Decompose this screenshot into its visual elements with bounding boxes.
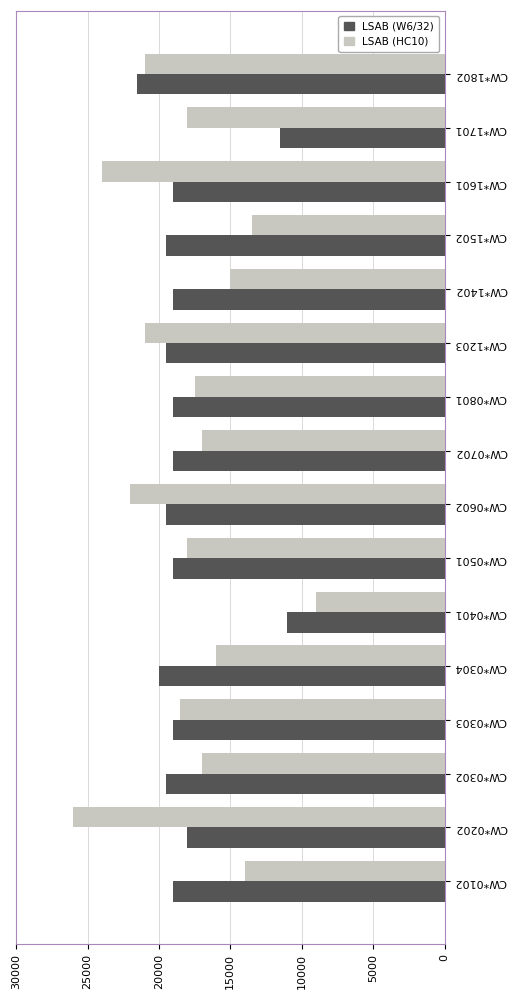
Bar xyxy=(252,215,444,235)
Bar xyxy=(173,182,444,202)
Bar xyxy=(73,807,444,827)
Bar xyxy=(231,269,444,289)
Bar xyxy=(280,128,444,148)
Bar xyxy=(188,538,444,558)
Bar xyxy=(102,161,444,182)
Bar xyxy=(173,558,444,579)
Bar xyxy=(316,592,444,612)
Bar xyxy=(145,323,444,343)
Bar xyxy=(188,827,444,848)
Bar xyxy=(202,753,444,774)
Bar xyxy=(216,645,444,666)
Bar xyxy=(173,289,444,310)
Bar xyxy=(166,235,444,256)
Bar xyxy=(188,107,444,128)
Bar xyxy=(173,720,444,740)
Bar xyxy=(244,861,444,881)
Bar xyxy=(166,774,444,794)
Bar xyxy=(173,881,444,902)
Bar xyxy=(137,74,444,94)
Bar xyxy=(145,54,444,74)
Bar xyxy=(180,699,444,720)
Bar xyxy=(131,484,444,504)
Bar xyxy=(159,666,444,686)
Bar xyxy=(166,504,444,525)
Bar xyxy=(173,451,444,471)
Bar xyxy=(166,343,444,363)
Bar xyxy=(195,376,444,397)
Bar xyxy=(202,430,444,451)
Bar xyxy=(173,397,444,417)
Legend: LSAB (W6/32), LSAB (HC10): LSAB (W6/32), LSAB (HC10) xyxy=(338,16,439,52)
Bar xyxy=(287,612,444,633)
